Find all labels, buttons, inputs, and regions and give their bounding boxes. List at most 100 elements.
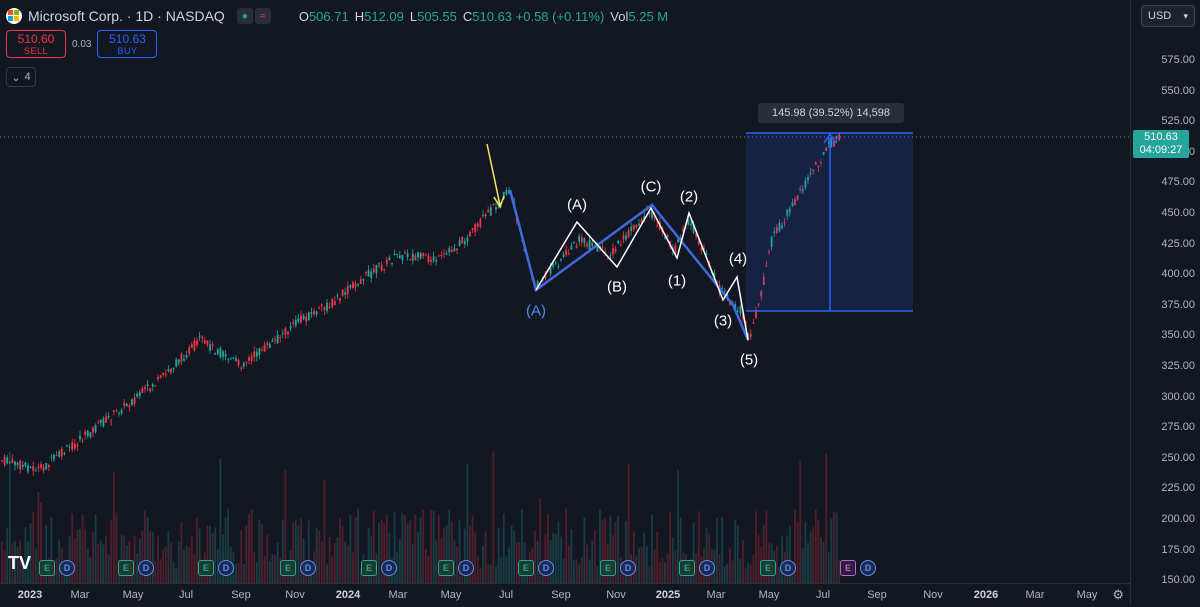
candle-body — [211, 344, 214, 347]
volume-bar — [435, 539, 438, 583]
candle-body — [445, 253, 448, 255]
volume-bar — [34, 548, 37, 583]
volume-bar — [617, 515, 620, 583]
candle-body — [466, 237, 469, 242]
chart-area[interactable] — [0, 0, 1130, 583]
tradingview-logo-icon[interactable]: TV — [8, 553, 32, 573]
candle-body — [820, 161, 822, 163]
candle-body — [440, 254, 443, 256]
candle-body — [627, 230, 630, 237]
wave-label-1: (1) — [667, 272, 687, 290]
volume-bar — [120, 534, 123, 583]
dividend-event-icon[interactable]: D — [860, 560, 876, 576]
symbol-title[interactable]: Microsoft Corp. · 1D · NASDAQ — [28, 8, 225, 24]
currency-select[interactable]: USD ▾ — [1141, 5, 1195, 27]
candle-body — [92, 427, 94, 433]
earnings-event-icon[interactable]: E — [600, 560, 616, 576]
dividend-event-icon[interactable]: D — [300, 560, 316, 576]
dividend-event-icon[interactable]: D — [780, 560, 796, 576]
volume-bar — [593, 530, 596, 583]
dividend-event-icon[interactable]: D — [218, 560, 234, 576]
earnings-event-icon[interactable]: E — [760, 560, 776, 576]
volume-bar — [292, 521, 295, 583]
volume-bar — [50, 517, 53, 583]
volume-bar — [567, 545, 570, 583]
dividend-event-icon[interactable]: D — [381, 560, 397, 576]
volume-bar — [739, 559, 742, 583]
candle-body — [554, 262, 557, 264]
candle-body — [346, 286, 349, 295]
earnings-event-icon[interactable]: E — [198, 560, 214, 576]
earnings-event-icon[interactable]: E — [840, 560, 856, 576]
sell-button[interactable]: 510.60 SELL — [6, 30, 66, 58]
earnings-event-icon[interactable]: E — [361, 560, 377, 576]
ohlc-volume: Vol5.25 M — [610, 8, 669, 24]
candle-body — [388, 257, 391, 261]
volume-bar — [812, 526, 815, 583]
candle-body — [105, 416, 107, 423]
candle-body — [619, 244, 622, 246]
price-axis[interactable]: USD ▾ 575.00550.00525.00500.00475.00450.… — [1130, 0, 1200, 606]
candle-body — [71, 442, 74, 450]
candle-body — [409, 259, 412, 261]
volume-bar — [346, 545, 349, 583]
dividend-event-icon[interactable]: D — [538, 560, 554, 576]
price-chart[interactable] — [0, 0, 1130, 583]
volume-bar — [110, 519, 113, 583]
candle-body — [157, 377, 159, 380]
volume-bar — [648, 566, 651, 583]
indicators-toggle-button[interactable]: ⌄ 4 — [6, 67, 36, 87]
volume-bar — [240, 530, 243, 583]
candle-body — [37, 466, 40, 469]
volume-bar — [268, 560, 271, 583]
gear-icon[interactable]: ⚙ — [1112, 587, 1124, 602]
market-status[interactable]: ● ≈ — [236, 8, 271, 24]
earnings-event-icon[interactable]: E — [518, 560, 534, 576]
trade-panel: 510.60 SELL 0.03 510.63 BUY — [6, 30, 158, 58]
dividend-event-icon[interactable]: D — [59, 560, 75, 576]
candle-body — [791, 202, 794, 206]
candle-body — [136, 393, 139, 397]
candle-body — [79, 435, 81, 440]
volume-bar — [357, 508, 360, 583]
candle-body — [742, 314, 744, 319]
candle-body — [167, 369, 170, 372]
candle-body — [666, 234, 669, 238]
volume-bar — [92, 532, 94, 583]
volume-bar — [539, 498, 542, 583]
dividend-event-icon[interactable]: D — [138, 560, 154, 576]
time-axis[interactable]: 2023 Mar May Jul Sep Nov 2024 Mar May Jul Sep Nov 20… — [0, 583, 1130, 607]
candle-body — [448, 248, 451, 253]
earnings-event-icon[interactable]: E — [280, 560, 296, 576]
candle-body — [638, 223, 640, 226]
candle-body — [359, 279, 362, 284]
time-tick: Jul — [498, 589, 514, 601]
volume-bar — [755, 511, 757, 583]
volume-bar — [752, 554, 755, 583]
dividend-event-icon[interactable]: D — [620, 560, 636, 576]
volume-bar — [263, 555, 266, 583]
volume-bar — [16, 546, 19, 583]
candle-body — [229, 358, 232, 360]
buy-button[interactable]: 510.63 BUY — [97, 30, 158, 58]
candle-body — [367, 269, 370, 277]
volume-bar — [562, 559, 565, 583]
candle-body — [430, 259, 432, 262]
candle-body — [138, 392, 141, 396]
candle-body — [175, 359, 178, 367]
dividend-event-icon[interactable]: D — [458, 560, 474, 576]
volume-bar — [84, 528, 87, 583]
microsoft-logo-icon — [6, 8, 22, 24]
volume-bar — [3, 550, 6, 583]
volume-bar — [97, 543, 100, 583]
earnings-event-icon[interactable]: E — [118, 560, 134, 576]
earnings-event-icon[interactable]: E — [679, 560, 695, 576]
wave-label-b-white: (B) — [607, 278, 627, 296]
candle-body — [237, 360, 240, 366]
volume-bar — [778, 566, 781, 583]
earnings-event-icon[interactable]: E — [39, 560, 55, 576]
candle-body — [284, 328, 287, 335]
candle-body — [565, 249, 568, 255]
earnings-event-icon[interactable]: E — [438, 560, 454, 576]
dividend-event-icon[interactable]: D — [699, 560, 715, 576]
